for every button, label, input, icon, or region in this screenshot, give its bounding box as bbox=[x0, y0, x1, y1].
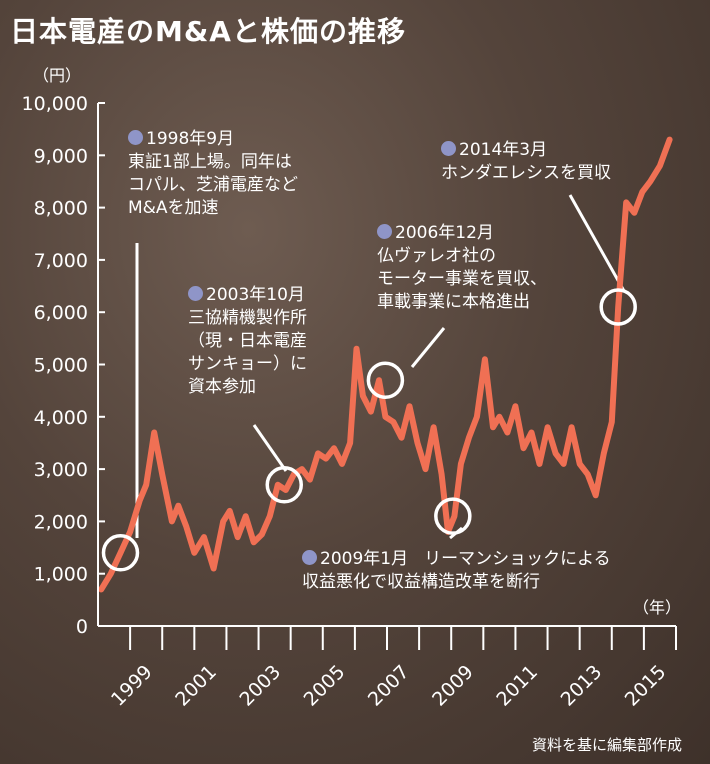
y-tick-label: 10,000 bbox=[22, 93, 88, 115]
annotation-circle bbox=[101, 534, 140, 572]
annotation-date-line: 2014年3月 bbox=[441, 139, 611, 162]
annotation-date-line: 1998年9月 bbox=[128, 128, 298, 151]
x-tick-label: 1999 bbox=[107, 661, 157, 711]
annotation-leader-line bbox=[410, 327, 446, 368]
annotation-circle bbox=[599, 288, 637, 326]
bullet-dot-icon bbox=[128, 130, 143, 145]
annotation-circles bbox=[101, 288, 637, 572]
annotation-text-line: ホンダエレシスを買収 bbox=[441, 163, 611, 183]
annotation-text-line: モーター事業を買収、 bbox=[377, 269, 547, 289]
x-tick-label: 2009 bbox=[428, 661, 478, 711]
annotation-text-line: 東証1部上場。同年は bbox=[128, 152, 292, 172]
x-tick-label: 2003 bbox=[235, 661, 285, 711]
x-tick-label: 2001 bbox=[171, 661, 221, 711]
annotation-4: 2009年1月 リーマンショックによる 収益悪化で収益構造改革を断行 bbox=[302, 548, 611, 594]
annotation-3: 2006年12月仏ヴァレオ社のモーター事業を買収、 車載事業に本格進出 bbox=[377, 222, 547, 314]
annotation-text-line: 資本参加 bbox=[188, 377, 256, 397]
annotation-date: 2009年1月 bbox=[320, 549, 409, 569]
annotation-text-line: コパル、芝浦電産など bbox=[128, 175, 298, 195]
annotation-date-line: 2006年12月 bbox=[377, 222, 547, 245]
y-axis-unit: （円） bbox=[33, 66, 82, 85]
y-tick-label: 4,000 bbox=[34, 407, 88, 429]
annotation-date-line: 2003年10月 bbox=[188, 284, 307, 307]
annotation-2: 2003年10月三協精機製作所 （現・日本電産 サンキョー）に 資本参加 bbox=[188, 284, 307, 399]
annotation-text-line: M&Aを加速 bbox=[128, 198, 219, 218]
y-tick-label: 8,000 bbox=[34, 198, 88, 220]
annotation-text-line: リーマンショックによる bbox=[424, 549, 611, 569]
annotation-circle bbox=[265, 466, 303, 504]
annotation-text-line: 三協精機製作所 bbox=[188, 308, 307, 328]
y-tick-label: 1,000 bbox=[34, 564, 88, 586]
y-tick-label: 5,000 bbox=[34, 355, 88, 377]
bullet-dot-icon bbox=[441, 141, 456, 156]
source-note: 資料を基に編集部作成 bbox=[531, 736, 682, 754]
annotation-date: 2014年3月 bbox=[459, 140, 548, 160]
bullet-dot-icon bbox=[377, 224, 392, 239]
y-tick-label: 6,000 bbox=[34, 302, 88, 324]
y-tick-label: 0 bbox=[76, 616, 88, 638]
chart-title: 日本電産のM&Aと株価の推移 bbox=[10, 15, 406, 48]
x-tick-label: 2007 bbox=[364, 661, 414, 711]
x-axis-unit: （年） bbox=[633, 598, 682, 617]
annotation-text-line: サンキョー）に bbox=[188, 354, 307, 374]
x-tick-label: 2013 bbox=[557, 661, 607, 711]
annotation-leader-line bbox=[568, 194, 626, 292]
annotation-1: 1998年9月東証1部上場。同年は コパル、芝浦電産など M&Aを加速 bbox=[128, 128, 298, 220]
y-tick-label: 9,000 bbox=[34, 145, 88, 167]
annotation-text-line: （現・日本電産 bbox=[188, 331, 307, 351]
annotation-text-line: 仏ヴァレオ社の bbox=[377, 246, 496, 266]
annotation-date: 2006年12月 bbox=[395, 223, 494, 243]
bullet-dot-icon bbox=[188, 286, 203, 301]
y-tick-label: 7,000 bbox=[34, 250, 88, 272]
y-tick-label: 3,000 bbox=[34, 459, 88, 481]
annotation-circle bbox=[366, 361, 405, 399]
annotation-text-line: 車載事業に本格進出 bbox=[377, 292, 530, 312]
annotation-circle bbox=[434, 497, 472, 535]
bullet-dot-icon bbox=[302, 550, 317, 565]
annotation-date: 1998年9月 bbox=[146, 129, 235, 149]
y-tick-label: 2,000 bbox=[34, 511, 88, 533]
annotation-leader-lines bbox=[135, 194, 626, 540]
x-tick-label: 2015 bbox=[621, 661, 671, 711]
stock-price-line bbox=[98, 136, 673, 593]
annotation-text-line: 収益悪化で収益構造改革を断行 bbox=[302, 572, 540, 592]
annotation-leader-line bbox=[252, 424, 288, 472]
annotation-date-line: 2009年1月 リーマンショックによる bbox=[302, 548, 611, 571]
x-tick-label: 2005 bbox=[300, 661, 350, 711]
annotation-date: 2003年10月 bbox=[206, 285, 305, 305]
x-tick-label: 2011 bbox=[492, 661, 542, 711]
axes: 0 1,000 2,000 3,000 4,000 5,000 6,000 7,000 8,00… bbox=[22, 93, 677, 711]
annotation-5: 2014年3月ホンダエレシスを買収 bbox=[441, 139, 611, 185]
